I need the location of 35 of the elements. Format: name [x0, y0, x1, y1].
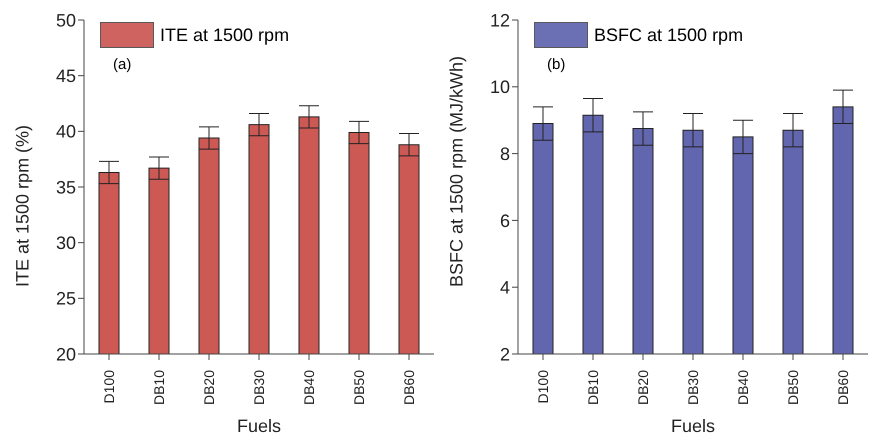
x-tick-label: DB40	[301, 370, 317, 406]
legend-label: ITE at 1500 rpm	[160, 24, 290, 46]
x-tick-label: DB10	[585, 370, 601, 406]
y-tick-label: 45	[56, 66, 76, 86]
x-tick-label: D100	[101, 370, 117, 404]
x-axis-title: Fuels	[236, 416, 282, 436]
y-tick-label: 40	[56, 122, 76, 142]
y-tick-label: 12	[490, 10, 510, 30]
y-axis-title: ITE at 1500 rpm (%)	[12, 124, 32, 287]
x-tick-label: DB60	[835, 370, 851, 406]
x-tick-label: DB60	[401, 370, 417, 406]
y-tick-label: 50	[56, 10, 76, 30]
y-tick-label: 4	[500, 278, 510, 298]
y-tick-label: 30	[56, 233, 76, 254]
legend-label: BSFC at 1500 rpm	[594, 24, 744, 46]
y-tick-label: 6	[500, 210, 510, 231]
y-tick-label: 35	[56, 177, 76, 198]
x-tick-label: DB30	[251, 370, 267, 406]
x-tick-label: DB50	[351, 370, 367, 406]
x-tick-label: D100	[535, 370, 551, 404]
x-tick-label: DB50	[785, 370, 801, 406]
x-tick-label: DB10	[151, 370, 167, 406]
annotation: (b)	[547, 56, 566, 73]
x-tick-label: DB20	[201, 370, 217, 406]
y-tick-label: 8	[500, 144, 510, 164]
x-tick-label: DB20	[635, 370, 651, 406]
y-tick-label: 25	[56, 288, 76, 309]
x-tick-label: DB40	[735, 370, 751, 406]
y-tick-label: 20	[56, 344, 76, 364]
annotation: (a)	[113, 56, 132, 73]
y-tick-label: 10	[490, 77, 510, 98]
x-axis-title: Fuels	[670, 416, 716, 436]
y-axis-title: BSFC at 1500 rpm (MJ/kWh)	[446, 56, 466, 287]
x-tick-label: DB30	[685, 370, 701, 406]
y-tick-label: 2	[500, 344, 510, 364]
